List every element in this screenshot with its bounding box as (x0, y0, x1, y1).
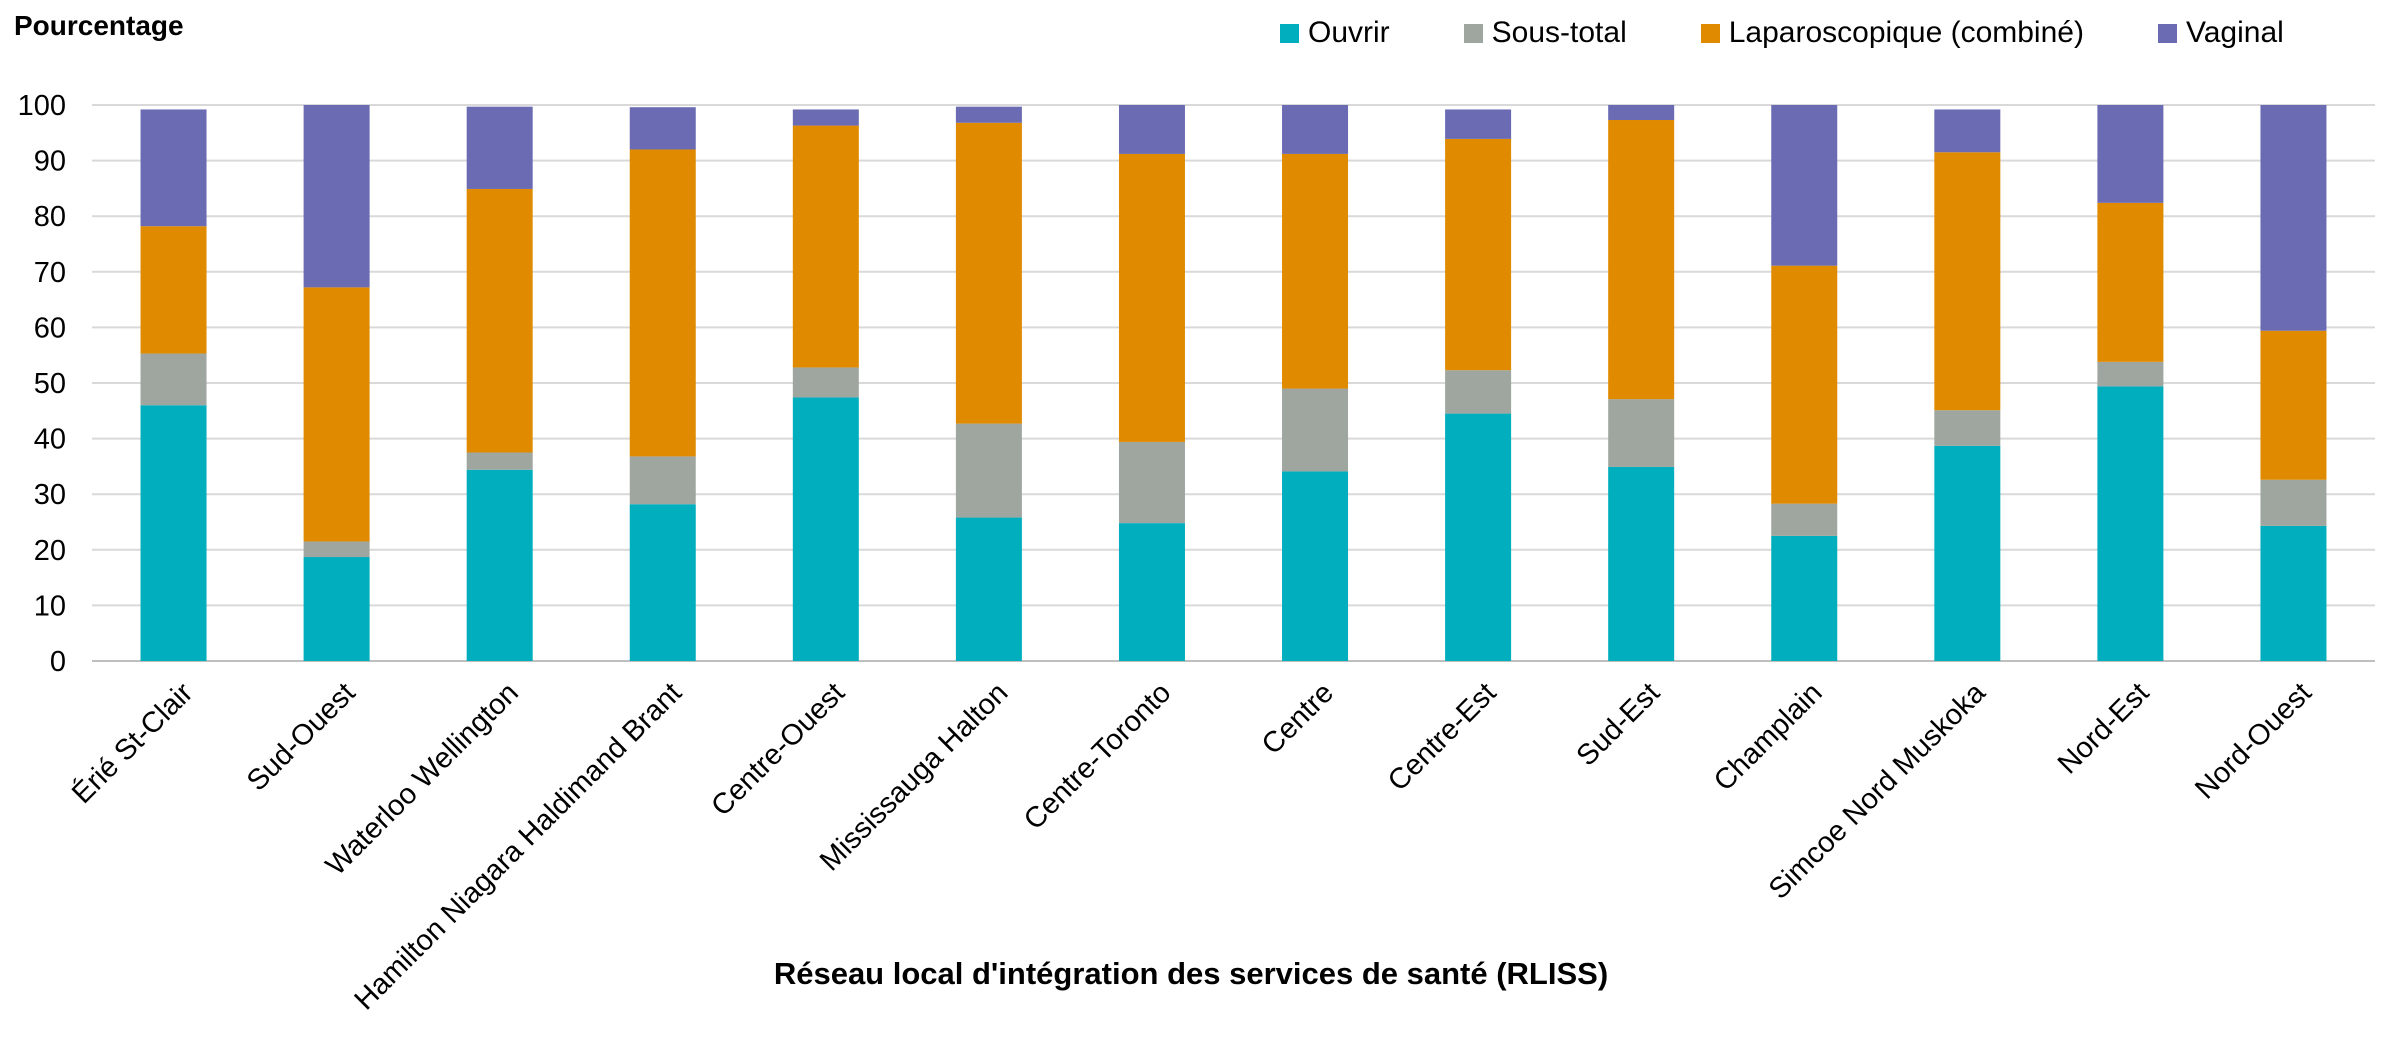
bar-segment (140, 405, 207, 661)
x-axis-title: Réseau local d'intégration des services … (773, 956, 1609, 991)
bar-segment (1118, 441, 1185, 524)
bar-segment (2097, 202, 2164, 362)
bar-segment (140, 226, 207, 354)
legend-swatch-vaginal (2157, 23, 2177, 43)
legend-label-vaginal: Vaginal (2185, 16, 2284, 49)
bar-segment (1445, 109, 1512, 139)
bar-segment (1608, 399, 1675, 467)
y-tick-label: 10 (34, 590, 66, 622)
legend-swatch-sous-total (1463, 23, 1483, 43)
bar-segment (303, 541, 370, 558)
bar-segment (2097, 105, 2164, 203)
y-tick-label: 70 (34, 257, 66, 289)
bar-segment (1934, 410, 2001, 446)
y-tick-label: 80 (34, 201, 66, 233)
bar-segment (1771, 535, 1838, 661)
bar-segment (1934, 445, 2001, 661)
legend-item-ouvrir: Ouvrir (1280, 16, 1390, 50)
bar-segment (955, 423, 1022, 518)
bar-segment (466, 469, 533, 661)
bar-segment (303, 557, 370, 661)
bar-segment (466, 188, 533, 453)
legend-label-ouvrir: Ouvrir (1308, 16, 1390, 49)
bar-segment (303, 105, 370, 288)
legend-item-laparoscopique: Laparoscopique (combiné) (1700, 16, 2084, 50)
bar-segment (2260, 330, 2327, 480)
legend-item-sous-total: Sous-total (1463, 16, 1627, 50)
bar-segment (1771, 105, 1838, 266)
bar-segment (1445, 138, 1512, 371)
y-axis-title: Pourcentage (14, 10, 184, 41)
bar-segment (1608, 466, 1675, 661)
bar-segment (1282, 388, 1349, 472)
legend-label-laparoscopique: Laparoscopique (combiné) (1728, 16, 2084, 49)
bar-segment (1118, 153, 1185, 442)
y-tick-label: 0 (50, 646, 66, 678)
bar-segment (1118, 523, 1185, 661)
y-tick-label: 50 (34, 368, 66, 400)
bar-segment (629, 149, 696, 457)
bar-segment (1934, 152, 2001, 411)
bar-segment (140, 109, 207, 227)
y-tick-label: 100 (18, 90, 66, 122)
y-tick-label: 30 (34, 479, 66, 511)
bar-segment (955, 122, 1022, 424)
bar-segment (1771, 503, 1838, 536)
bar-segment (792, 125, 859, 368)
bar-segment (1771, 265, 1838, 504)
bar-segment (1445, 370, 1512, 414)
y-tick-label: 90 (34, 146, 66, 178)
legend-swatch-ouvrir (1280, 23, 1299, 43)
bar-segment (629, 504, 696, 661)
bar-segment (629, 107, 696, 150)
bar-segment (1608, 120, 1675, 400)
bar-segment (303, 287, 370, 542)
bar-segment (2260, 105, 2327, 331)
bar-segment (2097, 361, 2164, 387)
bar-segment (955, 106, 1022, 123)
bar-segment (792, 397, 859, 661)
bar-segment (1934, 109, 2001, 153)
y-tick-label: 20 (34, 535, 66, 567)
bar-segment (1445, 413, 1512, 661)
bar-segment (792, 367, 859, 398)
legend-label-sous-total: Sous-total (1491, 16, 1627, 49)
bar-segment (140, 353, 207, 406)
y-tick-label: 40 (34, 424, 66, 456)
bar-segment (1608, 105, 1675, 121)
legend-swatch-laparoscopique (1700, 23, 1720, 43)
bar-segment (2260, 479, 2327, 526)
bar-segment (466, 106, 533, 189)
bar-segment (955, 517, 1022, 661)
legend-item-vaginal: Vaginal (2157, 16, 2284, 50)
bar-segment (466, 452, 533, 470)
bar-segment (792, 109, 859, 126)
y-tick-label: 60 (34, 312, 66, 344)
bar-segment (2260, 525, 2327, 661)
bar-segment (1282, 105, 1349, 154)
bar-segment (1282, 471, 1349, 661)
bar-segment (2097, 386, 2164, 661)
legend: Ouvrir Sous-total Laparoscopique (combin… (1280, 16, 2284, 50)
bar-segment (1282, 153, 1349, 389)
bar-segment (1118, 105, 1185, 154)
bar-segment (629, 456, 696, 505)
